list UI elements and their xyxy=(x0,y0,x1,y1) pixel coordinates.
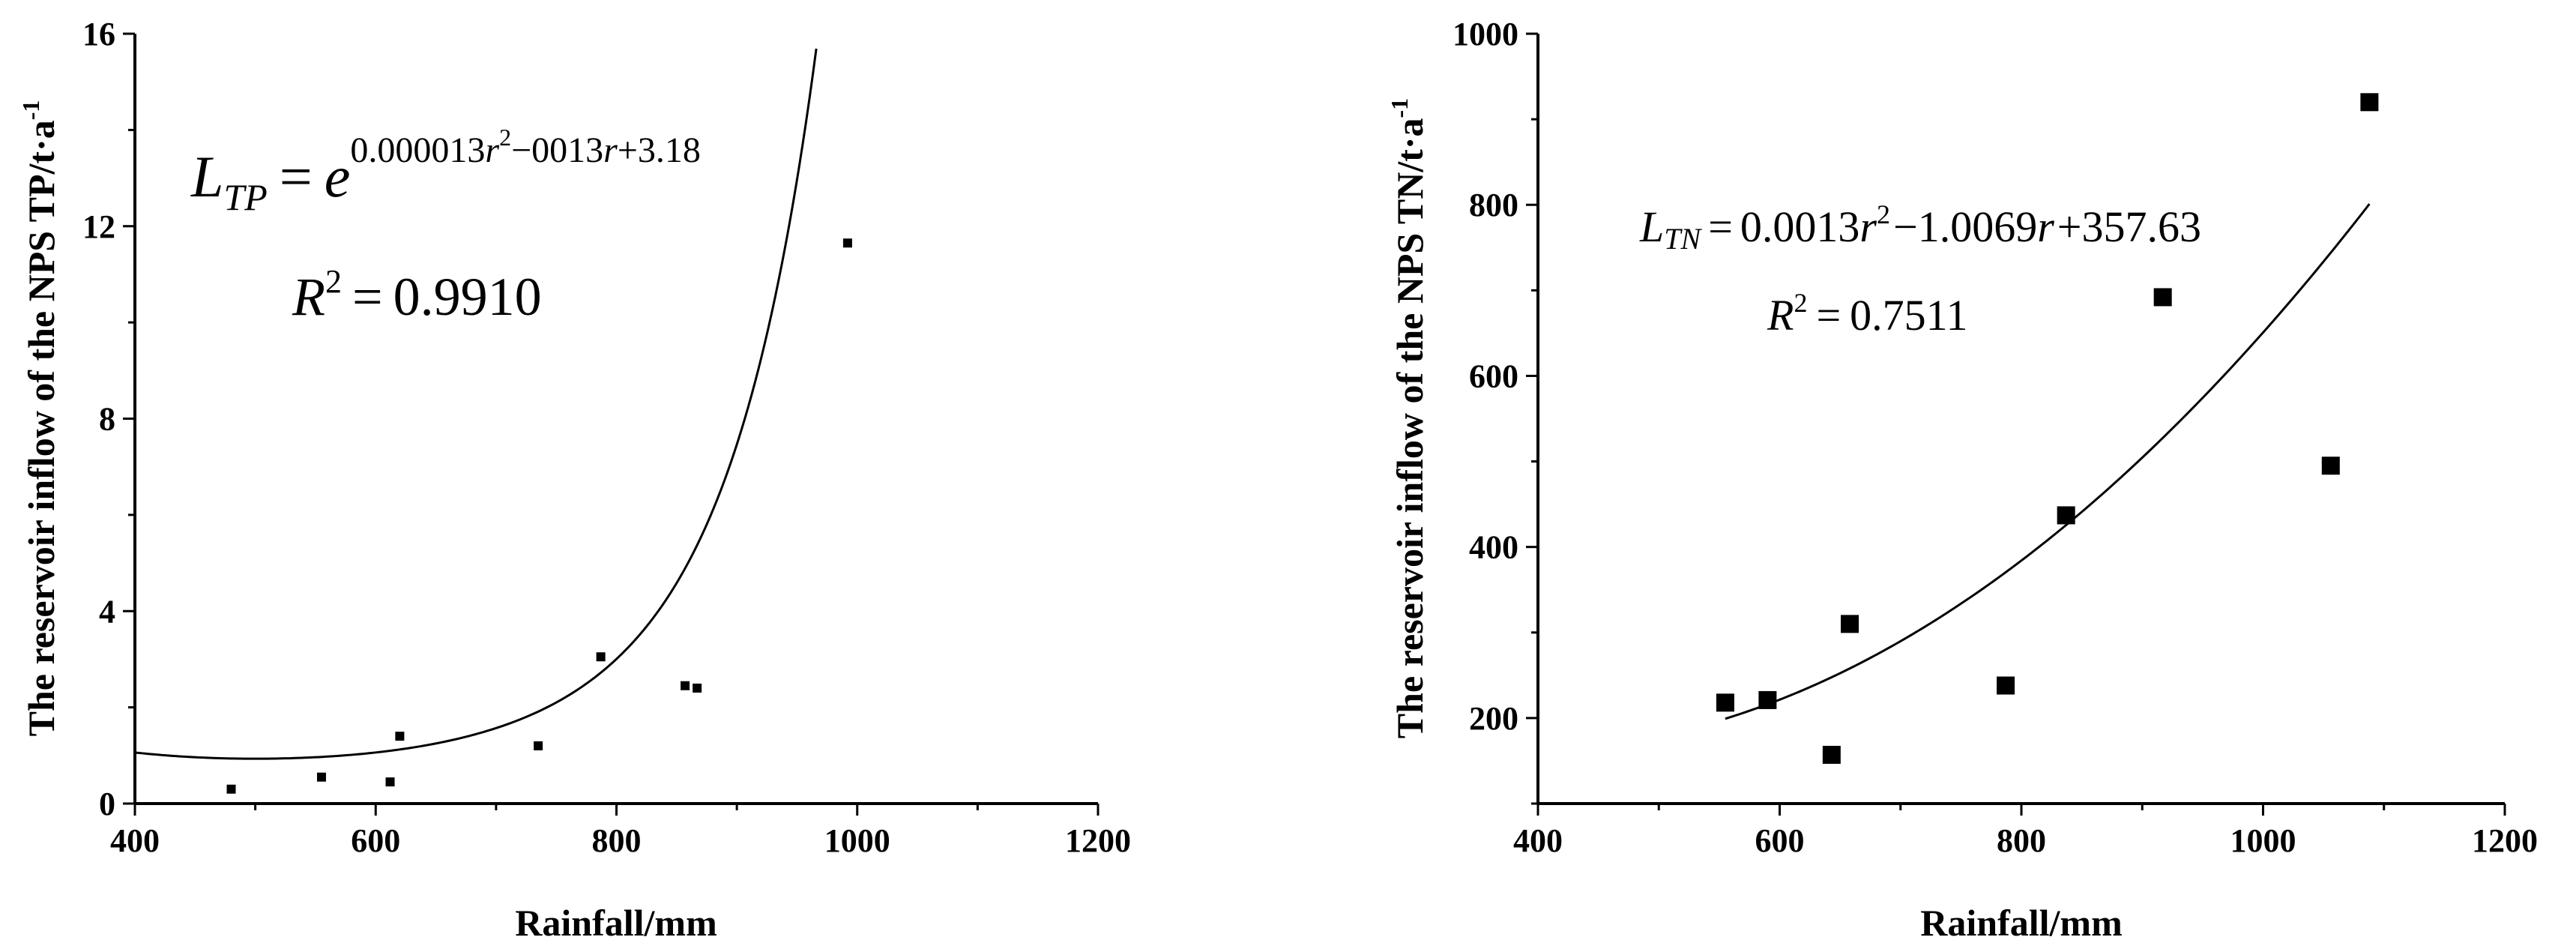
tn-equation: LTN = 0.0013r2−1.0069r+357.63 xyxy=(1639,199,2201,256)
tp-r2: R2 = 0.9910 xyxy=(292,263,542,327)
tn-x-axis-label: Rainfall/mm xyxy=(1920,902,2122,944)
tp-eq-base: e xyxy=(325,144,351,209)
tp-r2-eq: = xyxy=(352,267,383,327)
tp-fit-curve xyxy=(134,48,818,760)
tp-r2-label: R xyxy=(292,267,325,327)
tp-y-tick-label: 12 xyxy=(82,208,115,245)
tn-data-point xyxy=(1758,690,1777,709)
tn-data-point xyxy=(2057,506,2075,525)
tp-x-ticks: 400 600 800 1000 1200 xyxy=(110,804,1131,859)
tp-eq-exp3: +3.18 xyxy=(618,130,701,170)
tp-eq-lhs: L xyxy=(190,144,223,209)
tn-data-point xyxy=(1822,745,1841,764)
tp-eq-exp1: 0.000013 xyxy=(350,130,485,170)
tn-eq-term2: −1.0069 xyxy=(1893,202,2037,251)
tp-equation: LTP = e0.000013r2−0013r+3.18 xyxy=(190,124,701,218)
tp-y-axis-label-sup: -1 xyxy=(17,100,44,121)
tp-x-tick-label: 600 xyxy=(351,822,400,859)
tn-data-point xyxy=(2153,288,2172,307)
tn-y-tick-label: 200 xyxy=(1469,700,1518,737)
tn-chart: 400 600 800 1000 1200 200 400 600 800 1000 Rainf… xyxy=(1386,16,2538,944)
tp-x-tick-label: 1200 xyxy=(1065,822,1131,859)
tp-eq-exp1-var: r xyxy=(485,130,499,170)
tp-eq-exp2: −0013 xyxy=(511,130,603,170)
tn-eq-term3: +357.63 xyxy=(2057,202,2201,251)
tn-data-points xyxy=(1716,93,2379,764)
tn-plot-frame xyxy=(1536,34,2505,805)
tp-data-point xyxy=(842,238,852,248)
tp-eq-exp2-var: r xyxy=(603,130,618,170)
tp-data-point xyxy=(385,777,395,787)
tn-data-point xyxy=(1716,693,1734,712)
tn-y-tick-label: 400 xyxy=(1469,529,1518,566)
tp-y-axis-label-main: The reservoir inflow of the NPS TP/t·a xyxy=(20,120,62,736)
tp-data-points xyxy=(226,238,852,794)
tn-eq-lhs: L xyxy=(1639,202,1664,251)
tn-fit-equation: LTN = 0.0013r2−1.0069r+357.63 R2 = 0.7511 xyxy=(1639,199,2201,340)
tp-x-tick-label: 800 xyxy=(592,822,642,859)
tn-eq-lhs-sub: TN xyxy=(1664,222,1702,256)
tp-data-point xyxy=(693,683,702,693)
tn-y-axis-label: The reservoir inflow of the NPS TN/t·a-1 xyxy=(1386,98,1431,738)
tp-y-tick-label: 4 xyxy=(99,593,115,630)
tp-eq-lhs-sub: TP xyxy=(223,176,267,218)
tp-eq-sign: = xyxy=(280,144,313,209)
tp-r2-value: 0.9910 xyxy=(393,267,542,327)
tp-data-point xyxy=(681,681,690,690)
tp-y-axis-label: The reservoir inflow of the NPS TP/t·a-1 xyxy=(17,100,62,737)
tn-data-point xyxy=(1997,676,2015,695)
tp-y-tick-label: 0 xyxy=(99,786,115,822)
tn-x-tick-label: 600 xyxy=(1755,822,1805,859)
tn-eq-term1: 0.0013 xyxy=(1740,202,1860,251)
tn-eq-term2-var: r xyxy=(2037,202,2054,251)
tp-x-tick-label: 400 xyxy=(110,822,160,859)
tp-y-tick-label: 8 xyxy=(99,401,115,438)
tn-r2-value: 0.7511 xyxy=(1850,291,1967,340)
tp-fit-equation: LTP = e0.000013r2−0013r+3.18 R2 = 0.9910 xyxy=(190,124,701,327)
tn-r2: R2 = 0.7511 xyxy=(1767,288,1968,340)
tp-data-point xyxy=(316,772,326,782)
tn-x-tick-label: 1200 xyxy=(2472,822,2538,859)
tn-r2-pow: 2 xyxy=(1794,288,1807,318)
tn-r2-label: R xyxy=(1767,291,1794,340)
tn-y-tick-label: 800 xyxy=(1469,187,1518,223)
tp-chart: 400 600 800 1000 1200 0 4 8 12 16 Rainfall/mm Th… xyxy=(17,16,1131,944)
tn-r2-eq: = xyxy=(1816,291,1841,340)
tp-y-tick-label: 16 xyxy=(82,16,115,52)
tn-x-tick-label: 400 xyxy=(1513,822,1563,859)
tn-x-tick-label: 800 xyxy=(1997,822,2046,859)
tn-x-tick-label: 1000 xyxy=(2230,822,2296,859)
tn-data-point xyxy=(2321,457,2340,475)
tn-eq-sign: = xyxy=(1708,202,1733,251)
tn-data-point xyxy=(1841,615,1859,633)
tn-x-ticks: 400 600 800 1000 1200 xyxy=(1513,804,2538,859)
tn-y-axis-label-sup: -1 xyxy=(1386,98,1413,118)
tn-y-tick-label: 1000 xyxy=(1453,16,1518,52)
tn-y-tick-label: 600 xyxy=(1469,358,1518,394)
tn-fit-curve xyxy=(1725,203,2371,720)
tp-data-point xyxy=(226,784,236,794)
tn-data-point xyxy=(2360,93,2379,112)
tp-data-point xyxy=(534,741,543,750)
tp-x-axis-label: Rainfall/mm xyxy=(515,902,717,944)
tp-r2-pow: 2 xyxy=(325,263,342,300)
tp-y-ticks: 0 4 8 12 16 xyxy=(82,16,135,822)
tp-eq-exp1-pow: 2 xyxy=(499,124,511,151)
tp-x-tick-label: 1000 xyxy=(824,822,890,859)
tn-y-axis-label-main: The reservoir inflow of the NPS TN/t·a xyxy=(1389,118,1431,738)
tn-eq-term1-var: r xyxy=(1859,202,1877,251)
tn-y-ticks: 200 400 600 800 1000 xyxy=(1453,16,1538,805)
tp-data-point xyxy=(395,732,405,741)
tn-eq-term1-pow: 2 xyxy=(1877,199,1890,229)
tp-data-point xyxy=(596,652,606,662)
